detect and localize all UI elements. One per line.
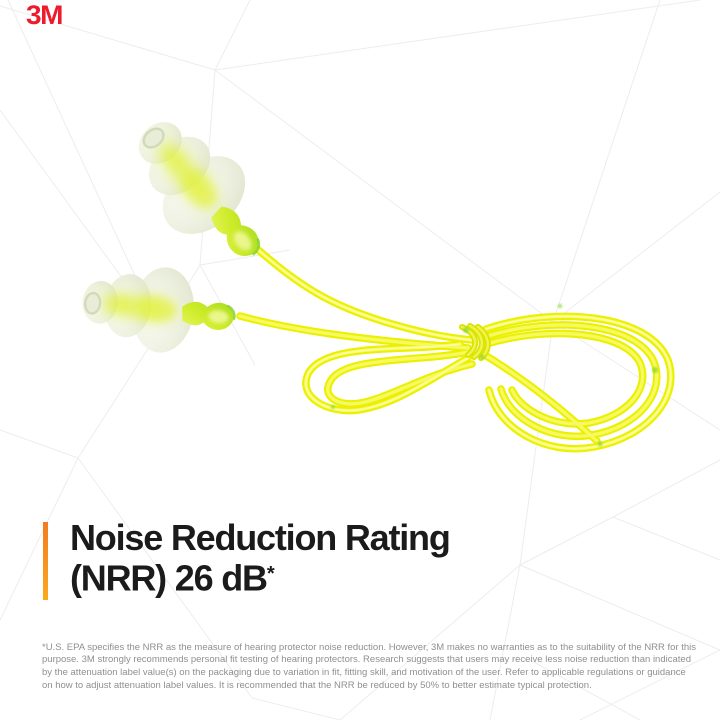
cord [240,248,671,449]
page-title: Noise Reduction Rating (NRR) 26 dB* [70,517,451,599]
headline-asterisk: * [266,563,275,585]
headline-block: Noise Reduction Rating (NRR) 26 dB* [43,517,451,600]
3m-logo: 3M [26,0,63,30]
headline-line2: (NRR) 26 dB [70,557,268,599]
heading-accent-bar [43,522,48,600]
earplug-bottom [77,258,239,362]
headline-line1: Noise Reduction Rating [70,517,451,558]
disclaimer-text: *U.S. EPA specifies the NRR as the measu… [42,641,697,692]
